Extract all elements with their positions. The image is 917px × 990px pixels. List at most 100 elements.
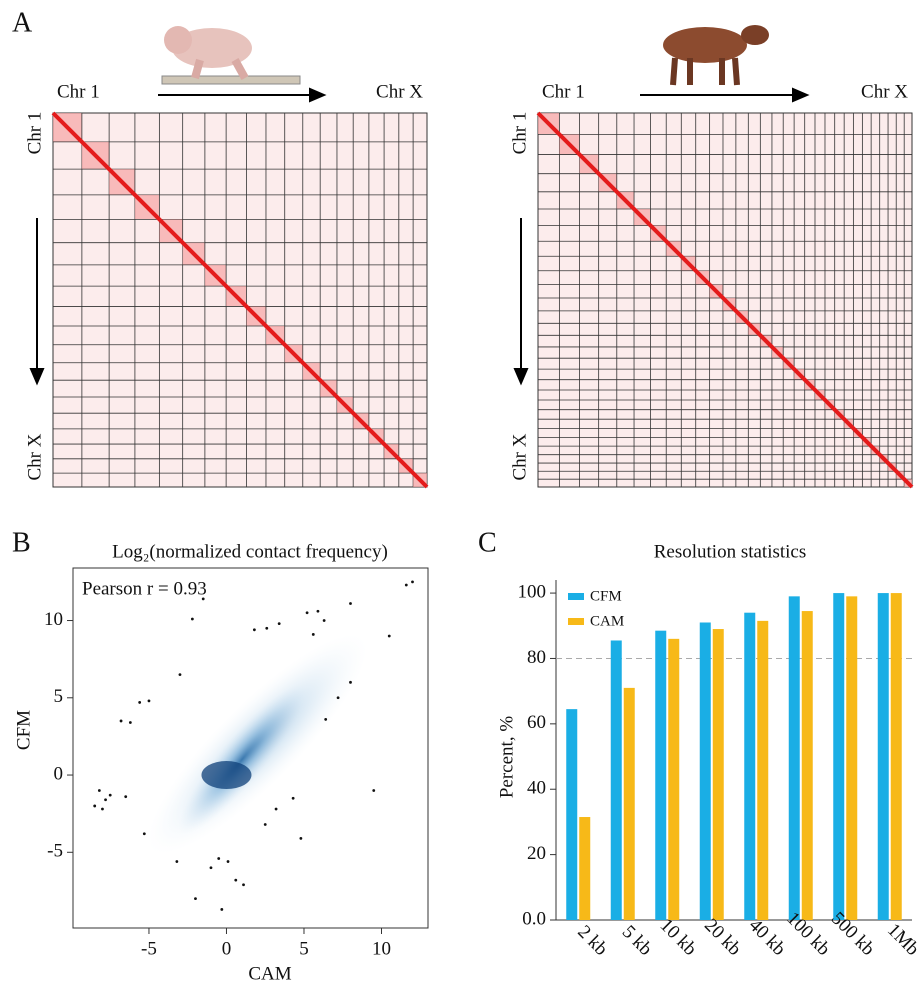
- point: [209, 866, 213, 870]
- x-end-label: Chr X: [861, 81, 908, 102]
- bar: [566, 709, 578, 920]
- bar: [801, 611, 813, 920]
- point: [201, 597, 205, 601]
- bar: [877, 593, 889, 920]
- bar: [610, 640, 622, 920]
- x-tick-label: 5 kb: [618, 921, 656, 959]
- point: [142, 832, 146, 836]
- y-tick-label: 20: [527, 843, 546, 864]
- point: [147, 699, 151, 703]
- plot-frame: [72, 567, 429, 929]
- point: [291, 796, 295, 800]
- x-tick-label: 10 kb: [656, 915, 701, 960]
- annotation: Pearson r = 0.93: [82, 578, 207, 599]
- legend-label: CFM: [590, 588, 622, 604]
- y-start-label: Chr 1: [509, 112, 530, 155]
- point: [217, 857, 221, 860]
- point: [372, 789, 376, 792]
- y-end-label: Chr X: [24, 433, 45, 480]
- point: [274, 807, 278, 811]
- bar: [655, 630, 667, 920]
- panel-label: A: [12, 7, 33, 38]
- y-tick-label: 40: [527, 778, 546, 799]
- legend-swatch: [568, 618, 584, 625]
- x-end-label: Chr X: [376, 81, 423, 102]
- point: [93, 804, 97, 808]
- point: [277, 622, 281, 626]
- point: [311, 633, 315, 636]
- x-tick-label: 20 kb: [700, 915, 745, 960]
- point: [242, 883, 245, 887]
- y-tick-label: -5: [47, 841, 63, 862]
- y-tick-label: 100: [518, 581, 547, 602]
- arrows: [29, 87, 810, 386]
- y-tick-label: 0.0: [522, 908, 546, 929]
- point: [108, 793, 112, 797]
- y-tick-label: 80: [527, 647, 546, 668]
- x-tick-label: 5: [299, 938, 309, 959]
- x-tick-label: 2 kb: [573, 921, 611, 959]
- point: [226, 860, 230, 863]
- x-tick-label: -5: [141, 938, 157, 959]
- bar: [833, 593, 845, 920]
- cow-illustration: [663, 25, 769, 86]
- y-end-label: Chr X: [509, 433, 530, 480]
- point: [194, 897, 197, 901]
- panel-label: C: [478, 527, 497, 558]
- legend-label: CAM: [590, 613, 624, 629]
- x-start-label: Chr 1: [57, 81, 100, 102]
- x-start-label: Chr 1: [542, 81, 585, 102]
- point: [299, 836, 303, 840]
- x-tick-label: 10: [372, 938, 391, 959]
- y-tick-label: 10: [44, 609, 63, 630]
- point: [190, 617, 194, 621]
- point: [138, 701, 142, 704]
- diagonal: [536, 111, 914, 489]
- point: [411, 580, 414, 584]
- bar: [699, 622, 711, 920]
- point: [128, 721, 132, 724]
- point: [220, 908, 224, 911]
- point: [349, 680, 352, 684]
- point: [175, 860, 179, 863]
- point: [387, 634, 391, 638]
- point: [265, 626, 269, 630]
- y-axis-label: Percent, %: [496, 716, 517, 798]
- panel-label: B: [12, 527, 31, 558]
- point: [336, 696, 340, 700]
- x-axis-label: CAM: [248, 963, 291, 984]
- legend-swatch: [568, 593, 584, 600]
- bar: [757, 620, 769, 920]
- bar: [846, 596, 858, 920]
- y-tick-label: 0: [54, 763, 64, 784]
- point: [322, 619, 326, 622]
- point: [305, 611, 309, 615]
- bar: [623, 687, 635, 920]
- point: [252, 628, 256, 632]
- point: [349, 602, 352, 605]
- point: [324, 718, 328, 721]
- bar: [668, 638, 680, 920]
- y-axis-label: CFM: [13, 710, 34, 750]
- point: [263, 823, 267, 826]
- fetus-illustration: [161, 26, 301, 85]
- diagonal: [51, 111, 429, 489]
- point: [97, 789, 101, 792]
- y-start-label: Chr 1: [24, 112, 45, 155]
- point: [124, 795, 128, 799]
- density-peak: [201, 761, 252, 790]
- point: [234, 878, 238, 882]
- bar: [788, 596, 800, 920]
- point: [119, 719, 123, 723]
- point: [101, 807, 104, 811]
- chart-title: Resolution statistics: [654, 541, 807, 562]
- bar: [744, 612, 756, 920]
- density-core: [178, 685, 306, 834]
- point: [404, 583, 408, 587]
- x-tick-label: 1Mb: [883, 920, 917, 960]
- bar: [890, 593, 902, 920]
- point: [316, 609, 320, 613]
- chart-title: Log₂(normalized contact frequency): [112, 541, 388, 562]
- x-tick-label: 0: [222, 938, 232, 959]
